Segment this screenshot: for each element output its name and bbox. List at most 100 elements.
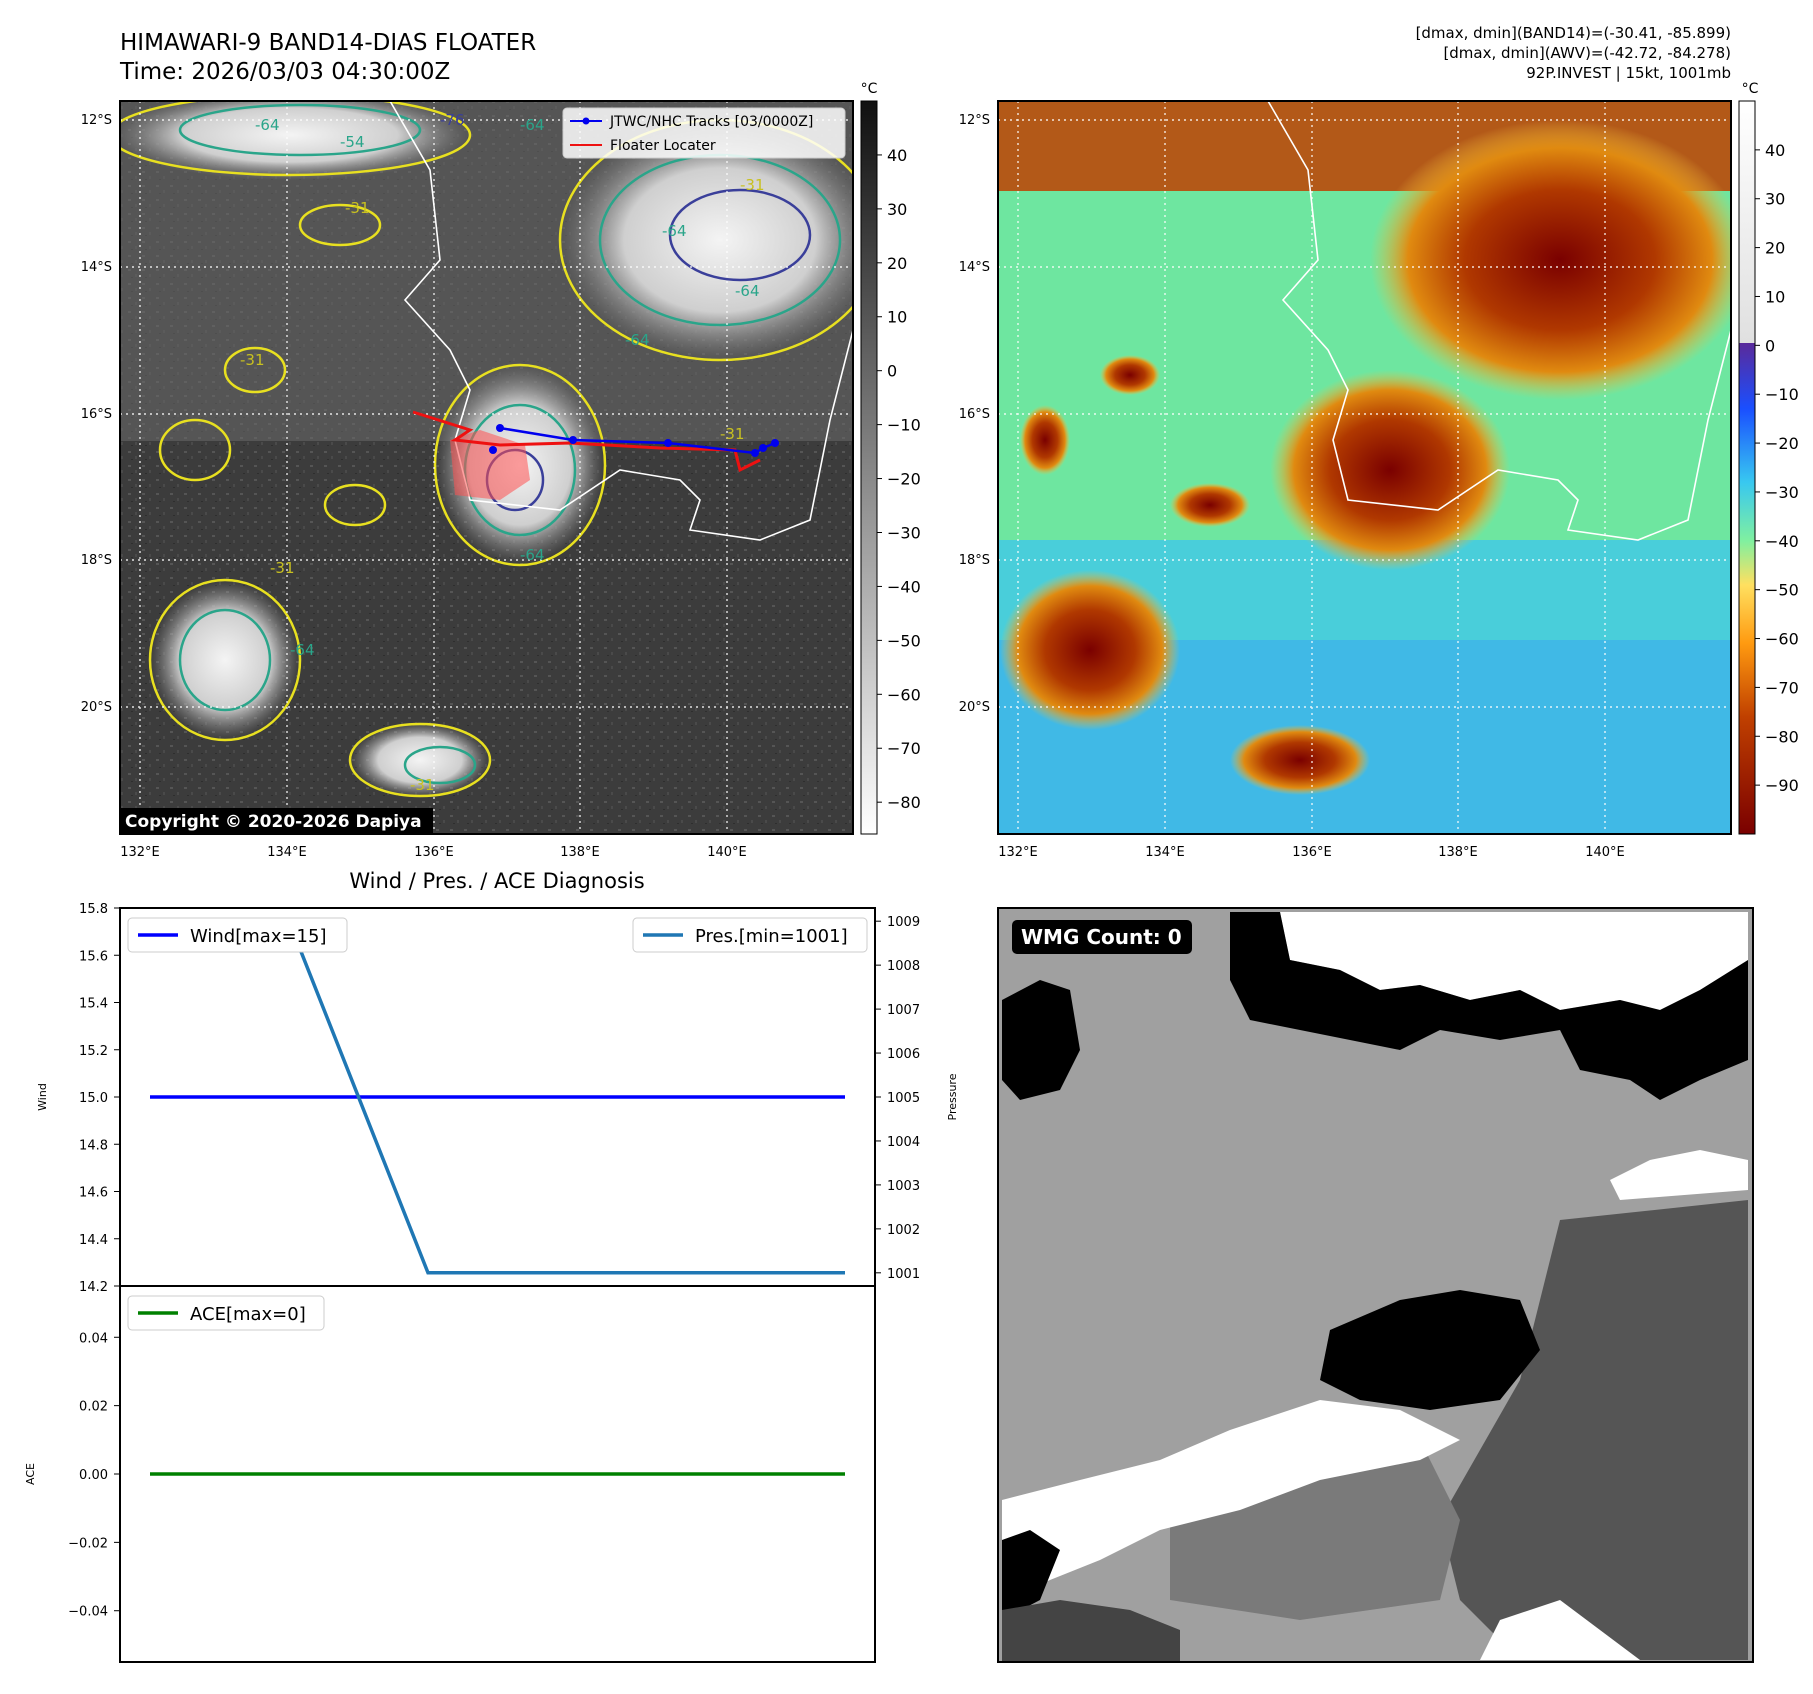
ir-lon-labels: 132°E 134°E 136°E 138°E 140°E <box>120 845 747 860</box>
ace-legend-label: ACE[max=0] <box>190 1304 306 1325</box>
wind-axis-tick-label: 15.2 <box>79 1044 108 1059</box>
ace-axis-tick-label: 0.02 <box>79 1400 108 1415</box>
ir-coastline <box>389 101 853 541</box>
ir-lat-labels: 12°S 14°S 16°S 18°S 20°S <box>81 113 112 715</box>
awv-colorbar-unit: °C <box>1742 81 1759 97</box>
wmg-count-label: WMG Count: 0 <box>1021 925 1182 949</box>
wind-axis-tick-label: 15.4 <box>79 997 108 1012</box>
awv-lon-label: 138°E <box>1438 845 1478 860</box>
pressure-axis-tick-label: 1001 <box>887 1267 920 1282</box>
awv-lat-labels: 12°S 14°S 16°S 18°S 20°S <box>959 113 990 715</box>
wmg-white-north <box>1280 912 1748 1010</box>
pressure-axis-tick-label: 1003 <box>887 1179 920 1194</box>
ir-colorbar-tick-label: −40 <box>887 577 921 596</box>
copyright-box <box>120 808 433 834</box>
awv-colorbar-tick-label: −20 <box>1765 434 1799 453</box>
wmg-panel: WMG Count: 0 <box>997 907 1754 1663</box>
awv-colorbar-ticks: 40 30 20 10 0 −10 −20 −30 −40 −50 −60 −70 −80 −90 <box>1755 141 1799 795</box>
ir-colorbar-tick-label: 20 <box>887 254 907 273</box>
awv-lat-label: 12°S <box>959 113 990 128</box>
floater-locater-track <box>412 410 761 473</box>
ace-axis-tick-label: 0.04 <box>79 1331 108 1346</box>
contour-label: -64 <box>735 282 760 300</box>
contour-label: -76 <box>440 111 465 129</box>
awv-colorbar: °C 40 30 20 10 0 −10 −20 −30 −40 −50 −60 −70 −80 −90 <box>1738 81 1799 835</box>
wmg-frame <box>997 907 1754 1663</box>
ir-cloud-north <box>120 101 470 180</box>
ir-lat-label: 12°S <box>81 113 112 128</box>
header-storm-info: 92P.INVEST | 15kt, 1001mb <box>1526 64 1731 82</box>
ir-colorbar-tick-label: −30 <box>887 523 921 542</box>
wmg-white-band <box>1002 1400 1460 1600</box>
wind-axis-tick-label: 15.0 <box>79 1091 108 1106</box>
figure-title: HIMAWARI-9 BAND14-DIAS FLOATER <box>120 30 536 56</box>
ir-lat-label: 14°S <box>81 260 112 275</box>
ace-legend: ACE[max=0] <box>127 1295 325 1331</box>
ir-cloud-southwest <box>150 580 300 740</box>
ir-colorbar-tick-label: −60 <box>887 685 921 704</box>
wmg-black-band <box>1320 1290 1540 1410</box>
ir-lat-label: 18°S <box>81 553 112 568</box>
ir-colorbar-tick-label: −20 <box>887 470 921 489</box>
contour-label: -54 <box>340 133 365 151</box>
contour-label: -64 <box>255 116 280 134</box>
awv-colorbar-tick-label: 20 <box>1765 239 1785 258</box>
ace-yticks: 0.04 0.02 0.00 −0.02 −0.04 <box>68 1331 120 1620</box>
awv-lon-label: 132°E <box>998 845 1038 860</box>
ir-map-frame <box>119 100 854 835</box>
awv-lat-label: 14°S <box>959 260 990 275</box>
awv-colorbar-tick-label: −90 <box>1765 776 1799 795</box>
awv-moist-gulf <box>1270 370 1510 570</box>
wmg-white-east <box>1610 1150 1748 1200</box>
wind-legend: Wind[max=15] <box>127 917 348 953</box>
wmg-dark-southwest <box>1002 1600 1180 1662</box>
contour-label: -31 <box>345 199 370 217</box>
ir-lat-label: 16°S <box>81 407 112 422</box>
ir-colorbar-tick-label: −80 <box>887 793 921 812</box>
pressure-axis-tick-label: 1007 <box>887 1003 920 1018</box>
pressure-axis-tick-label: 1006 <box>887 1047 920 1062</box>
awv-colorbar-tick-label: −30 <box>1765 483 1799 502</box>
ir-colorbar-tick-label: 0 <box>887 362 897 381</box>
wind-pressure-lines <box>150 919 845 1275</box>
ir-colorbar-tick-label: 10 <box>887 308 907 327</box>
ir-colorbar-unit: °C <box>861 81 878 97</box>
awv-colorbar-tick-label: −60 <box>1765 630 1799 649</box>
ace-axis-tick-label: −0.02 <box>68 1536 108 1551</box>
contour-label: -64 <box>290 641 315 659</box>
ir-colorbar-tick-label: 30 <box>887 200 907 219</box>
ir-lon-label: 140°E <box>707 845 747 860</box>
contour-label: -64 <box>625 331 650 349</box>
ir-colorbar-tick-label: −70 <box>887 739 921 758</box>
contour-label: -31 <box>410 776 435 794</box>
awv-lon-labels: 132°E 134°E 136°E 138°E 140°E <box>998 845 1625 860</box>
floater-area <box>450 430 530 500</box>
awv-colorbar-tick-label: −80 <box>1765 727 1799 746</box>
ir-lat-label: 20°S <box>81 700 112 715</box>
pressure-axis-tick-label: 1004 <box>887 1135 920 1150</box>
ir-colorbar-tick-label: −50 <box>887 631 921 650</box>
wind-axis-tick-label: 14.8 <box>79 1138 108 1153</box>
awv-colorbar-tick-label: 0 <box>1765 336 1775 355</box>
legend-floater-label: Floater Locater <box>610 138 716 154</box>
pressure-axis-tick-label: 1009 <box>887 915 920 930</box>
awv-lon-label: 140°E <box>1585 845 1625 860</box>
ir-map-panel: JTWC/NHC Tracks [03/0000Z] Floater Locat… <box>81 81 921 860</box>
ace-axis-label: ACE <box>24 1463 37 1485</box>
awv-lat-label: 20°S <box>959 700 990 715</box>
awv-map-frame <box>997 100 1732 835</box>
wind-legend-label: Wind[max=15] <box>190 926 327 947</box>
awv-colorbar-tick-label: 10 <box>1765 287 1785 306</box>
wmg-black-northwest <box>1002 980 1080 1100</box>
awv-moist-northeast <box>1370 120 1731 400</box>
wind-axis-tick-label: 15.8 <box>79 902 108 917</box>
jtwc-track-points <box>489 424 779 457</box>
contour-label: -31 <box>740 176 765 194</box>
wind-axis-tick-label: 15.6 <box>79 949 108 964</box>
awv-colorbar-tick-label: −10 <box>1765 385 1799 404</box>
ir-contour-labels: -76 -64 -54 -64 -31 -64 -64 -31 -64 -31 … <box>240 111 765 794</box>
pressure-axis-label: Pressure <box>946 1073 959 1120</box>
wind-axis-tick-label: 14.4 <box>79 1233 108 1248</box>
pressure-axis-tick-label: 1002 <box>887 1223 920 1238</box>
